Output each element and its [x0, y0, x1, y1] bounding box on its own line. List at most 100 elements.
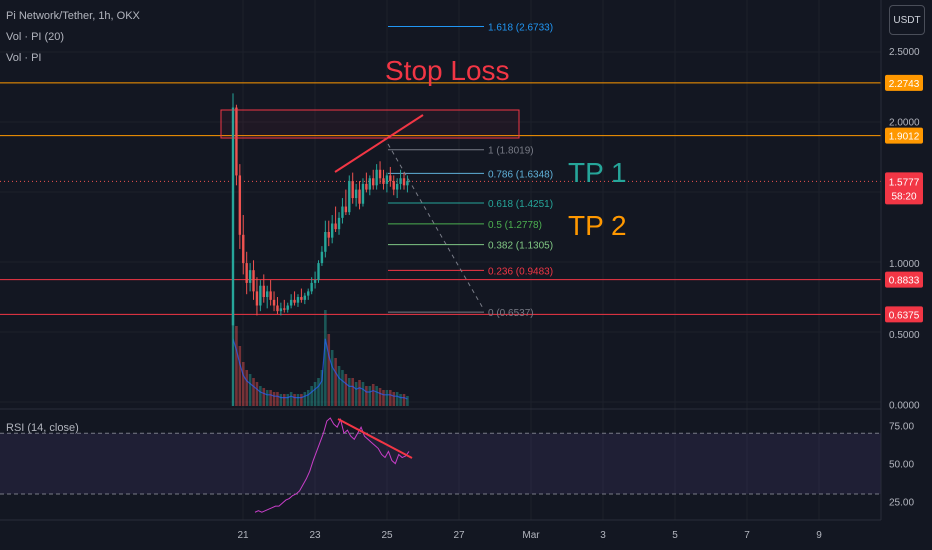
trend-line	[334, 114, 424, 173]
volume-bar	[382, 390, 385, 406]
volume-bar	[241, 362, 245, 406]
volume-bar	[248, 374, 252, 406]
rsi-tick-label: 50.00	[889, 460, 914, 471]
volume-bar	[279, 394, 283, 406]
candle-body	[382, 178, 385, 184]
volume-bar	[399, 394, 402, 406]
volume-bar	[255, 382, 259, 406]
candle-body	[289, 299, 293, 306]
volume-bar	[303, 392, 307, 406]
candle-body	[389, 175, 392, 182]
drawings: Stop Loss TP 1 TP 2	[220, 55, 627, 406]
tp1-label: TP 1	[568, 157, 627, 188]
volume-bar	[330, 350, 334, 406]
candle-body	[245, 263, 248, 283]
fib-level-label: 0 (0.6537)	[488, 308, 534, 319]
volume-bar	[351, 378, 354, 406]
stop-loss-zone	[220, 109, 520, 139]
price-tick-label: 2.5000	[889, 47, 920, 58]
price-label-text: 1.9012	[889, 132, 920, 143]
volume-bar	[385, 390, 389, 406]
stop-loss-label: Stop Loss	[385, 55, 510, 86]
volume-bar	[289, 392, 293, 406]
candle-body	[399, 178, 402, 184]
candle-body	[395, 183, 399, 190]
axes: 2.5000 2.0000 1.0000 0.5000 0.0000 2.2743 1.90…	[0, 0, 923, 541]
candle-body	[406, 181, 409, 186]
time-tick-label: 9	[816, 530, 822, 541]
candle-body	[269, 291, 272, 300]
candle-body	[392, 181, 395, 190]
price-tick-label: 1.0000	[889, 259, 920, 270]
candle-body	[262, 285, 265, 298]
volume-bar	[272, 392, 276, 406]
volume-bar	[334, 358, 337, 406]
candle-body	[252, 270, 255, 292]
rsi-tick-label: 25.00	[889, 498, 914, 509]
candle-body	[303, 295, 307, 300]
candle-body	[279, 308, 283, 312]
volume-ma-line	[232, 338, 408, 400]
volume-bar	[235, 326, 238, 406]
volume-bar	[276, 392, 279, 406]
rsi-line	[254, 417, 410, 513]
price-label-text: 0.8833	[889, 276, 920, 287]
volume-bar	[344, 374, 348, 406]
current-price-box	[885, 172, 923, 205]
tp2-label: TP 2	[568, 210, 627, 241]
time-tick-label: 7	[744, 530, 750, 541]
volume-legend-2: Vol · PI	[6, 52, 42, 64]
volume-bar	[238, 346, 242, 406]
candle-body	[361, 183, 365, 204]
volume-bar	[358, 380, 361, 406]
candle-body	[317, 263, 320, 281]
candle-body	[272, 299, 276, 306]
candle-body	[307, 291, 310, 296]
volume-bar	[395, 392, 399, 406]
price-tick-label: 2.0000	[889, 118, 920, 129]
rsi-trend-line	[337, 418, 413, 459]
time-tick-label: Mar	[522, 530, 540, 541]
rsi-band-fill	[0, 433, 881, 494]
candle-body	[313, 280, 317, 283]
volume-bar	[317, 378, 320, 406]
candle-body	[238, 175, 242, 235]
grid	[0, 408, 881, 410]
volume-bar	[269, 390, 272, 406]
volume-bar	[389, 390, 392, 406]
fib-level-label: 1 (1.8019)	[488, 146, 534, 157]
candle-body	[286, 305, 289, 310]
rsi-pane: RSI (14, close)	[0, 417, 881, 513]
fib-level-label: 0.236 (0.9483)	[488, 266, 553, 277]
rsi-legend: RSI (14, close)	[6, 422, 79, 434]
price-label-box	[885, 306, 923, 323]
volume-bar	[406, 396, 409, 406]
time-tick-label: 5	[672, 530, 678, 541]
candle-body	[248, 270, 252, 283]
time-tick-label: 3	[600, 530, 606, 541]
countdown-text: 58:20	[891, 191, 916, 202]
volume-bar	[306, 390, 310, 406]
volume-bar	[375, 386, 378, 406]
currency-button[interactable]: USDT	[889, 5, 925, 35]
volume-bar	[341, 370, 344, 406]
candle-body	[351, 181, 354, 199]
candle-body	[354, 189, 358, 199]
candle-body	[378, 169, 382, 179]
volume-bar	[296, 394, 300, 406]
volume-bar	[252, 378, 255, 406]
volume-bar	[324, 310, 327, 406]
candle-body	[266, 291, 269, 298]
candle-body	[310, 282, 313, 292]
candle-body	[235, 107, 238, 176]
volume-bar	[392, 392, 396, 406]
price-label-box	[885, 74, 923, 91]
price-tick-label: 0.5000	[889, 330, 920, 341]
candle-body	[300, 297, 303, 300]
volume-bar	[402, 394, 406, 406]
volume-bar	[327, 334, 331, 406]
candle-body	[341, 206, 344, 218]
time-tick-label: 23	[309, 530, 321, 541]
candle-body	[327, 231, 330, 238]
